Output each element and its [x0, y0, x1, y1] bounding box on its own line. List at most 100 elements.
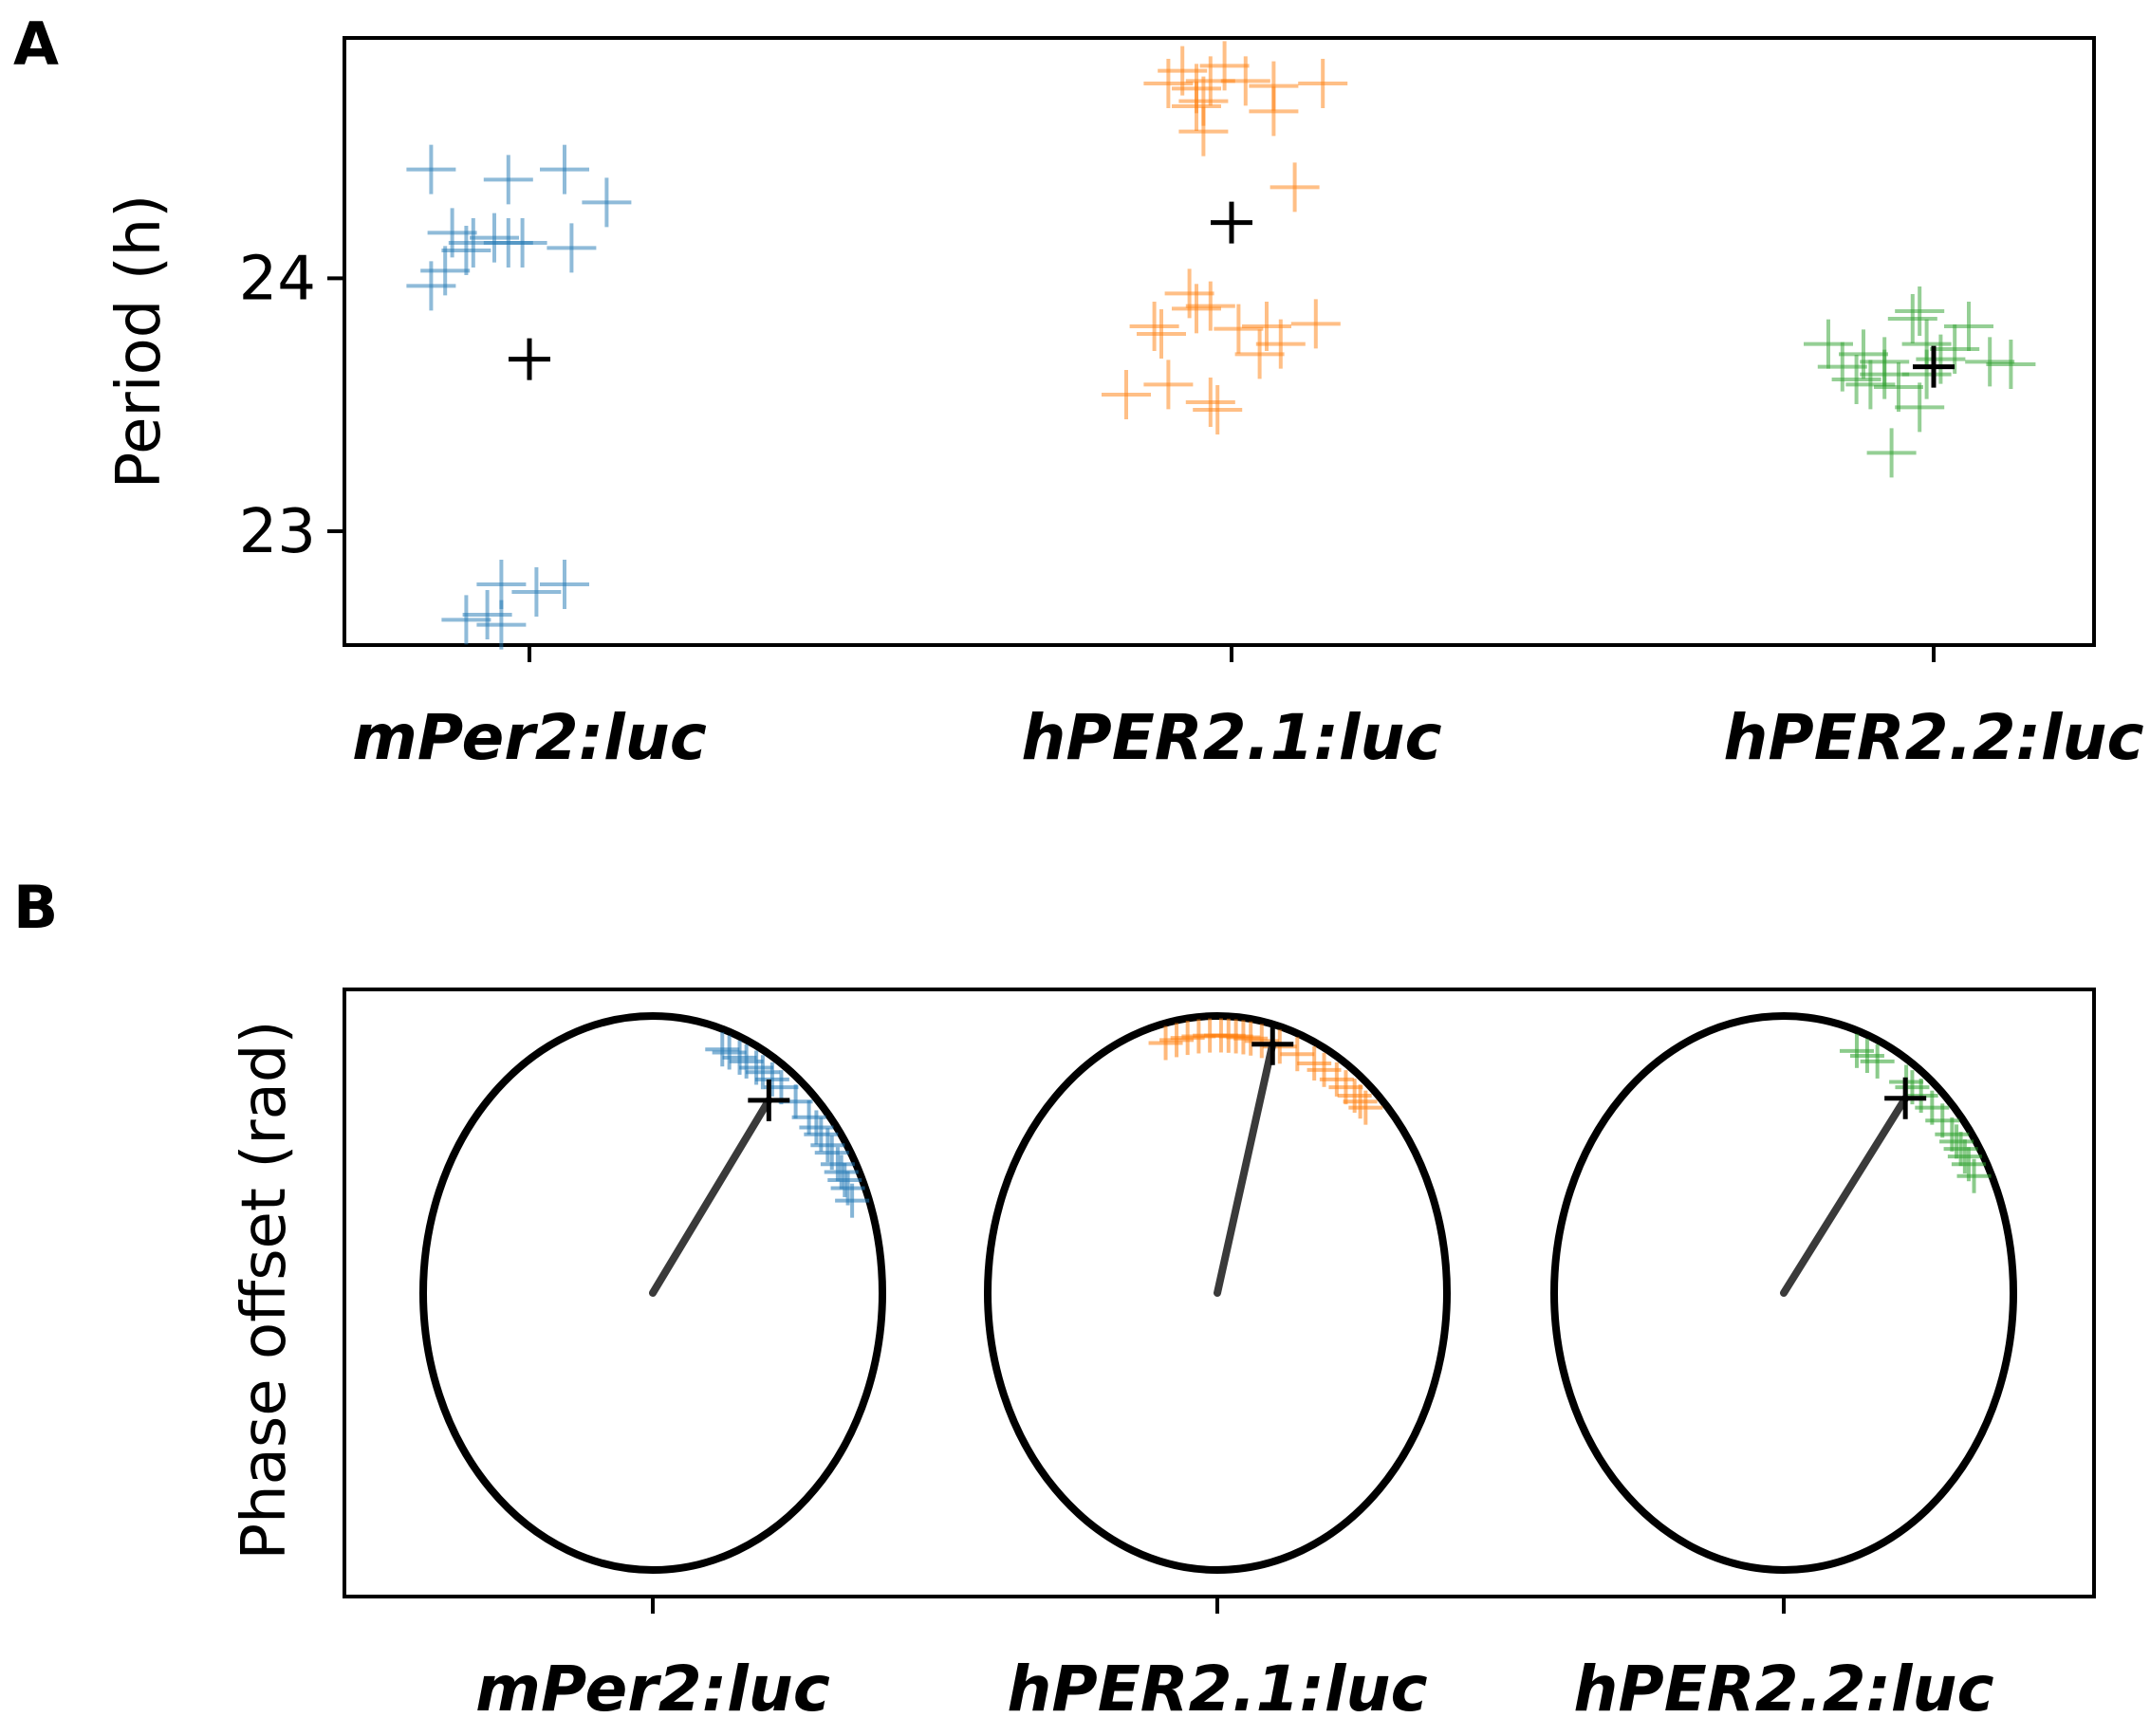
period-category-label-hper2-1-luc: hPER2.1:luc — [1021, 701, 1441, 774]
phase-point-hper2-2-luc — [1860, 1043, 1895, 1079]
period-point-hper2-1-luc — [1270, 162, 1320, 212]
period-point-hper2-1-luc — [1298, 59, 1348, 108]
period-point-hper2-1-luc — [1185, 281, 1235, 331]
period-point-mper2-luc — [511, 567, 562, 617]
period-point-hper2-1-luc — [1143, 59, 1194, 108]
phase-dial-mper2-luc — [419, 1012, 886, 1574]
period-point-mper2-luc — [497, 218, 547, 268]
period-mean-mper2-luc — [509, 338, 550, 380]
period-point-hper2-1-luc — [1102, 370, 1151, 419]
phase-dial-hper2-1-luc — [984, 1012, 1451, 1574]
phase-mean-hper2-2-luc — [1884, 1077, 1927, 1119]
period-x-axis: mPer2:luc hPER2.1:luc hPER2.2:luc — [352, 645, 2144, 774]
phase-dial-ring — [984, 1012, 1451, 1574]
phase-point-hper2-2-luc — [1939, 1124, 1974, 1159]
period-point-hper2-1-luc — [1214, 304, 1264, 354]
period-point-hper2-1-luc — [1172, 284, 1221, 334]
phase-point-hper2-1-luc — [1348, 1090, 1383, 1125]
period-point-hper2-2-luc — [1930, 324, 1980, 374]
period-mean-hper2-2-luc — [1913, 345, 1955, 388]
period-point-hper2-2-luc — [1895, 382, 1945, 433]
period-y-axis: 23 24 — [239, 244, 344, 567]
period-point-hper2-2-luc — [1817, 342, 1867, 392]
phase-point-hper2-2-luc — [1947, 1139, 1982, 1174]
phase-point-hper2-2-luc — [1956, 1158, 1992, 1193]
phase-mean-vector — [1780, 1094, 1910, 1297]
period-point-mper2-luc — [470, 212, 519, 263]
period-point-hper2-1-luc — [1220, 56, 1270, 106]
period-point-hper2-2-luc — [1901, 349, 1952, 399]
period-y-axis-label: Period (h) — [104, 194, 175, 489]
period-point-hper2-1-luc — [1137, 309, 1186, 359]
period-point-hper2-1-luc — [1164, 268, 1214, 319]
phase-point-mper2-luc — [804, 1117, 839, 1152]
period-point-mper2-luc — [441, 226, 491, 275]
phase-category-label-hper2-1-luc: hPER2.1:luc — [1007, 1653, 1427, 1726]
period-plot-frame — [343, 36, 2096, 647]
phase-y-axis-label: Phase offset (rad) — [230, 1021, 300, 1561]
period-point-mper2-luc — [540, 144, 589, 194]
phase-point-mper2-luc — [830, 1171, 865, 1206]
period-point-hper2-1-luc — [1143, 360, 1194, 410]
phase-point-hper2-2-luc — [1935, 1117, 1970, 1152]
period-point-mper2-luc — [540, 560, 589, 609]
period-point-hper2-1-luc — [1290, 299, 1341, 349]
phase-dial-hper2-2-luc — [1550, 1012, 2017, 1574]
phase-x-axis: mPer2:luc hPER2.1:luc hPER2.2:luc — [475, 1597, 1994, 1726]
phase-point-mper2-luc — [827, 1162, 862, 1197]
period-data-points — [406, 41, 2036, 650]
period-point-mper2-luc — [547, 223, 597, 273]
period-point-hper2-1-luc — [1255, 319, 1306, 369]
period-point-hper2-2-luc — [1866, 428, 1917, 478]
phase-dials — [419, 1012, 2017, 1574]
period-point-hper2-1-luc — [1249, 86, 1299, 137]
period-y-tick-label: 24 — [239, 244, 316, 314]
phase-point-hper2-1-luc — [1319, 1062, 1354, 1097]
period-point-mper2-luc — [582, 177, 632, 228]
phase-point-hper2-1-luc — [1328, 1070, 1363, 1105]
period-point-hper2-2-luc — [1895, 286, 1945, 336]
period-point-hper2-1-luc — [1234, 329, 1285, 379]
period-mean-hper2-1-luc — [1211, 201, 1252, 244]
phase-point-hper2-2-luc — [1943, 1132, 1978, 1167]
period-point-hper2-1-luc — [1178, 106, 1229, 157]
period-point-hper2-2-luc — [1944, 302, 1993, 351]
period-point-hper2-2-luc — [1965, 337, 2015, 387]
period-point-mper2-luc — [483, 155, 533, 205]
period-point-mper2-luc — [441, 595, 491, 645]
period-point-mper2-luc — [476, 600, 527, 650]
period-point-hper2-2-luc — [1845, 360, 1896, 410]
period-chart: 23 24 mPer2:luc hPER2.1:luc hPER2.2:luc Per… — [104, 36, 2144, 774]
period-point-hper2-2-luc — [1887, 294, 1937, 343]
period-point-hper2-2-luc — [1804, 319, 1853, 369]
period-point-hper2-1-luc — [1193, 385, 1243, 434]
phase-mean-vector — [649, 1096, 773, 1297]
phase-dial-ring — [1550, 1012, 2017, 1574]
period-point-hper2-2-luc — [1986, 340, 2036, 389]
period-point-hper2-2-luc — [1874, 362, 1923, 412]
phase-point-mper2-luc — [824, 1154, 859, 1190]
period-point-hper2-1-luc — [1199, 41, 1250, 91]
period-category-label-hper2-2-luc: hPER2.2:luc — [1723, 701, 2143, 774]
panel-a-letter: A — [13, 9, 59, 79]
phase-point-mper2-luc — [791, 1099, 826, 1135]
phase-category-label-mper2-luc: mPer2:luc — [475, 1653, 830, 1726]
period-category-label-mper2-luc: mPer2:luc — [352, 701, 707, 774]
phase-category-label-hper2-2-luc: hPER2.2:luc — [1573, 1653, 1993, 1726]
period-point-mper2-luc — [406, 261, 456, 311]
phase-chart: mPer2:luc hPER2.1:luc hPER2.2:luc Phase of… — [230, 988, 2096, 1726]
period-point-hper2-1-luc — [1172, 82, 1221, 131]
period-point-hper2-2-luc — [1916, 334, 1966, 384]
period-point-hper2-2-luc — [1839, 329, 1888, 379]
phase-mean-hper2-1-luc — [1251, 1023, 1294, 1065]
phase-point-mper2-luc — [705, 1032, 740, 1067]
period-y-tick-label: 23 — [239, 497, 316, 567]
panel-b-letter: B — [13, 873, 58, 942]
period-point-mper2-luc — [406, 144, 456, 194]
phase-point-mper2-luc — [729, 1043, 764, 1079]
phase-point-mper2-luc — [712, 1035, 747, 1070]
period-point-mper2-luc — [462, 590, 512, 639]
phase-mean-mper2-luc — [748, 1079, 790, 1121]
period-point-hper2-1-luc — [1185, 378, 1235, 427]
